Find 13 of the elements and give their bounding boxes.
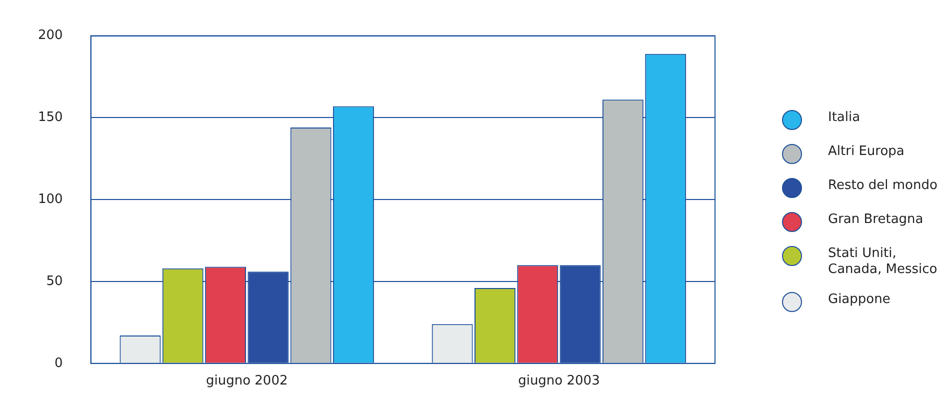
y-tick-label: 50: [46, 274, 63, 289]
legend-label: Stati Uniti, Canada, Messico: [828, 246, 938, 278]
legend-label: Altri Europa: [828, 144, 904, 160]
x-tick-label: giugno 2003: [518, 374, 600, 389]
y-tick-label: 200: [38, 28, 63, 44]
legend-label: Resto del mondo: [828, 178, 938, 194]
y-tick-label: 150: [38, 110, 63, 126]
y-tick-label: 100: [38, 192, 63, 207]
legend-label: Giappone: [828, 292, 890, 308]
legend-label: Gran Bretagna: [828, 212, 924, 228]
y-tick-label: 0: [54, 356, 63, 371]
x-tick-label: giugno 2002: [206, 374, 288, 389]
legend-label: Italia: [828, 110, 860, 126]
